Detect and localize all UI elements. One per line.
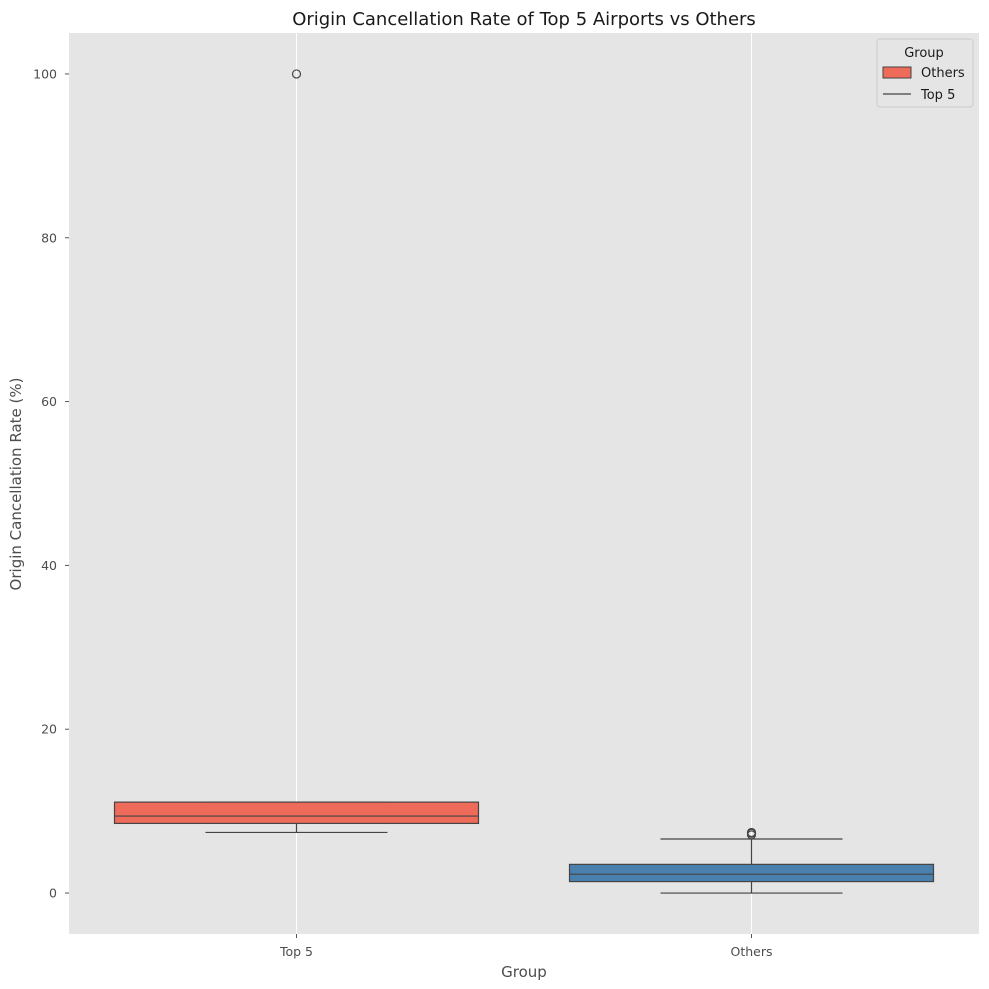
legend-patch-others — [882, 66, 912, 79]
chart-title: Origin Cancellation Rate of Top 5 Airpor… — [292, 9, 756, 30]
y-tick-label: 100 — [33, 66, 57, 81]
axis-layer: 0 20 40 60 80 100 Top 5 Others — [33, 66, 772, 959]
y-tick-label: 60 — [41, 394, 57, 409]
plot-background — [69, 33, 979, 934]
x-tick-label: Others — [730, 944, 772, 959]
grid-layer — [296, 33, 752, 934]
x-tick-label: Top 5 — [279, 944, 313, 959]
box-layer — [113, 69, 935, 894]
legend: Group Others Top 5 — [876, 38, 974, 108]
outlier-point — [746, 827, 757, 838]
legend-frame — [876, 38, 974, 108]
y-tick-label: 80 — [41, 230, 57, 245]
y-tick-label: 40 — [41, 558, 57, 573]
legend-label-others: Others — [921, 66, 965, 81]
outlier-point — [291, 69, 302, 79]
y-tick-label: 20 — [41, 722, 57, 737]
box-group-top-5 — [113, 69, 480, 834]
x-axis-title: Group — [501, 963, 547, 981]
box-group-others — [568, 827, 935, 894]
y-axis-title: Origin Cancellation Rate (%) — [7, 378, 25, 591]
legend-label-top5: Top 5 — [920, 88, 955, 103]
iqr-box — [568, 863, 935, 883]
y-tick-label: 0 — [49, 886, 57, 901]
legend-title: Group — [904, 46, 944, 61]
iqr-box — [113, 801, 480, 825]
